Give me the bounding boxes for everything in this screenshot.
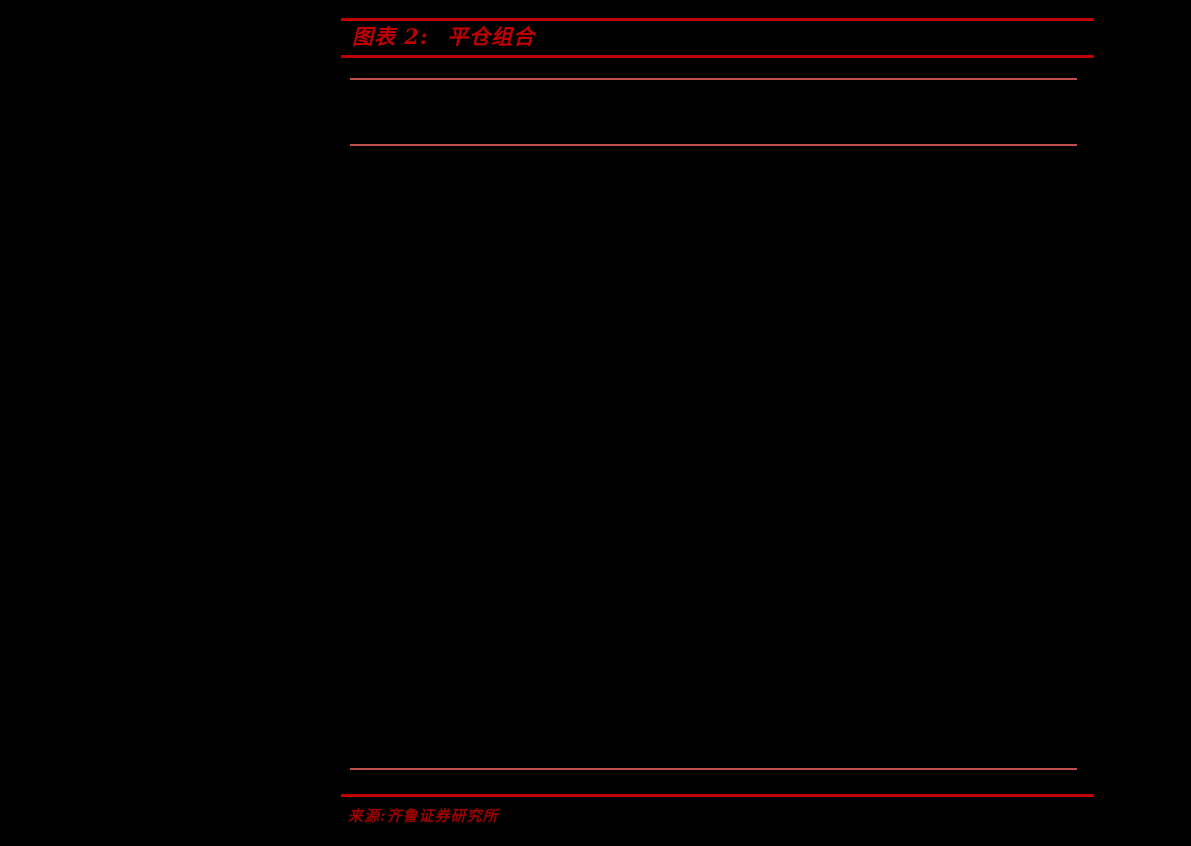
table-bottom-rule bbox=[350, 768, 1077, 770]
figure-label: 图表 2: bbox=[352, 24, 429, 49]
figure-header-bottom-rule bbox=[341, 55, 1094, 58]
table-header-top-rule bbox=[350, 78, 1077, 80]
table-body-area bbox=[350, 146, 1077, 768]
figure-caption: 图表 2: 平仓组合 bbox=[352, 23, 535, 51]
figure-title: 平仓组合 bbox=[447, 24, 535, 49]
figure-footer-rule bbox=[341, 794, 1094, 797]
table-header-bottom-rule bbox=[350, 144, 1077, 146]
figure-header-top-rule bbox=[341, 18, 1094, 21]
figure-source: 来源:齐鲁证券研究所 bbox=[348, 807, 499, 825]
